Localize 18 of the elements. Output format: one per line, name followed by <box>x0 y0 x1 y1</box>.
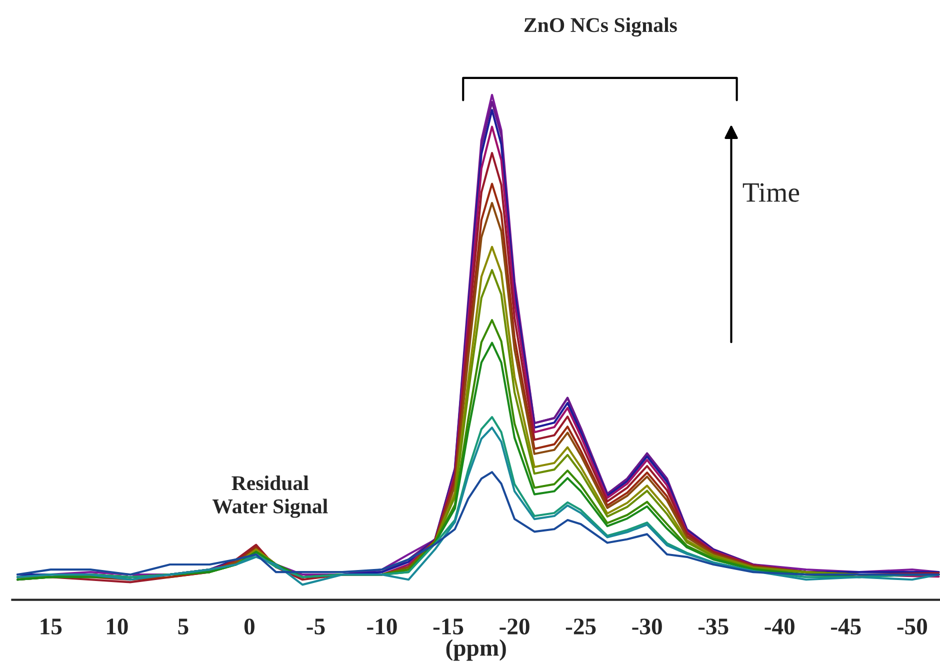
x-tick-label: -10 <box>367 618 397 634</box>
x-tick-label: 15 <box>40 618 62 634</box>
x-tick-label: -20 <box>500 618 530 634</box>
x-tick-label: -45 <box>831 618 861 634</box>
x-tick-label: 10 <box>107 618 128 634</box>
text: ZnO NCs Signals <box>524 17 677 37</box>
x-tick-label: -25 <box>566 618 596 634</box>
annotation: Residual Water Signal <box>212 476 328 518</box>
x-tick-label: -35 <box>698 618 728 634</box>
x-tick-label: 0 <box>244 618 254 634</box>
x-tick-label: -40 <box>764 618 794 634</box>
x-tick-label: -15 <box>433 618 464 634</box>
x-tick-label: -50 <box>897 618 928 634</box>
x-tick-label: 5 <box>178 618 188 634</box>
x-tick-label: -30 <box>632 618 662 634</box>
x-axis-title: (ppm) <box>446 639 506 661</box>
x-tick-label: -5 <box>306 618 325 634</box>
annotation: Time <box>742 183 800 202</box>
